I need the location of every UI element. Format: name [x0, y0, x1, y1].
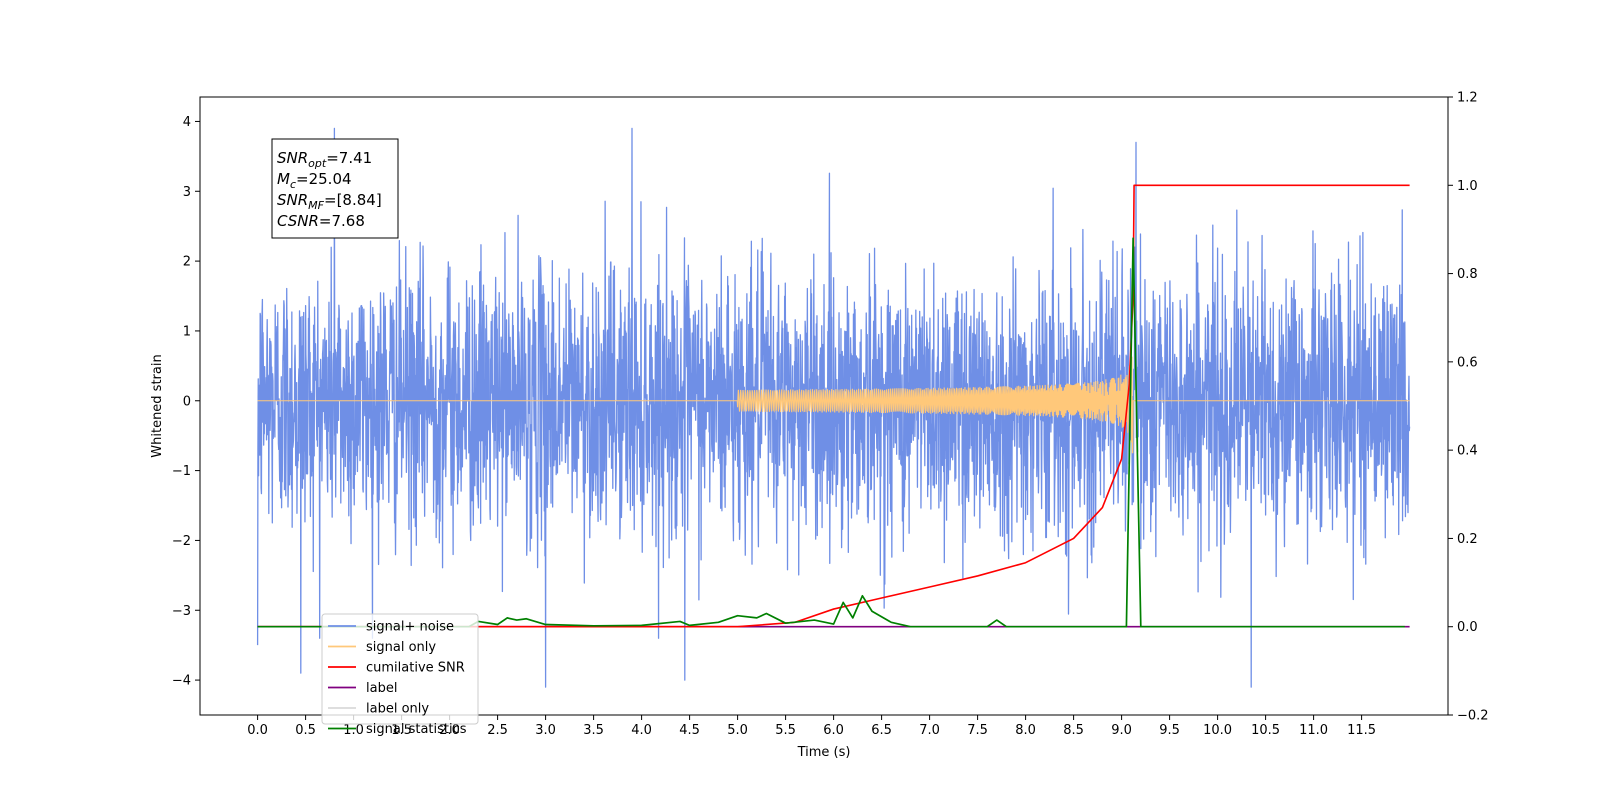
- annotation-symbol: SNR: [277, 149, 308, 167]
- x-tick-label: 8.5: [1063, 723, 1084, 738]
- annotation-subscript: MF: [308, 199, 324, 212]
- x-tick-label: 8.0: [1015, 723, 1036, 738]
- y2-tick-label: 0.0: [1457, 620, 1478, 635]
- x-tick-label: 6.5: [871, 723, 892, 738]
- x-tick-label: 4.5: [679, 723, 700, 738]
- legend-label: cumilative SNR: [366, 661, 465, 676]
- x-tick-label: 9.5: [1159, 723, 1180, 738]
- y-tick-label: −3: [172, 604, 191, 619]
- annotation-subscript: c: [290, 178, 296, 191]
- annotation-value: =25.04: [296, 170, 352, 188]
- x-tick-label: 3.5: [583, 723, 604, 738]
- x-tick-label: 9.0: [1111, 723, 1132, 738]
- y2-tick-label: 0.8: [1457, 267, 1478, 282]
- x-tick-label: 0.0: [247, 723, 268, 738]
- legend-label: signal only: [366, 640, 436, 655]
- series-signal-noise-line: [256, 127, 1411, 688]
- x-tick-label: 7.5: [967, 723, 988, 738]
- annotation-line: Mc=25.04: [277, 170, 352, 191]
- y-tick-label: −2: [172, 534, 191, 549]
- legend: signal+ noise signal only cumilative SNR la…: [321, 613, 479, 737]
- y-tick-label: 1: [183, 324, 191, 339]
- annotation-line: SNRMF=[8.84]: [277, 191, 382, 212]
- y2-tick-label: 0.2: [1457, 532, 1478, 547]
- annotation-line: SNRopt=7.41: [277, 149, 372, 170]
- x-tick-label: 2.0: [439, 723, 460, 738]
- x-tick-label: 7.0: [919, 723, 940, 738]
- x-tick-label: 6.0: [823, 723, 844, 738]
- y-axis-ticks: 4 3 2 1 0 −1 −2 −3 −4: [172, 115, 200, 689]
- y-tick-label: −1: [172, 464, 191, 479]
- x-tick-label: 3.0: [535, 723, 556, 738]
- y-tick-label: −4: [172, 674, 191, 689]
- x-tick-label: 11.0: [1299, 723, 1328, 738]
- legend-label: label only: [366, 702, 429, 717]
- x-tick-label: 4.0: [631, 723, 652, 738]
- series-signal-statistics-line: [257, 237, 1405, 628]
- y2-tick-label: 1.0: [1457, 179, 1478, 194]
- y2-tick-label: 0.4: [1457, 444, 1478, 459]
- x-tick-label: 1.5: [391, 723, 412, 738]
- annotation-frame: [271, 138, 399, 239]
- annotation-value: =[8.84]: [324, 191, 382, 209]
- y2-tick-label: −0.2: [1457, 709, 1489, 724]
- x-tick-label: 0.5: [295, 723, 316, 738]
- legend-label: label: [366, 681, 397, 696]
- y2-tick-label: 0.6: [1457, 355, 1478, 370]
- annotation-line: CSNR=7.68: [277, 212, 365, 230]
- annotation-symbol: SNR: [277, 191, 308, 209]
- x-tick-label: 11.5: [1347, 723, 1376, 738]
- annotation-value: =7.68: [319, 212, 365, 230]
- legend-frame: [321, 613, 479, 725]
- y2-tick-label: 1.2: [1457, 91, 1478, 106]
- y-tick-label: 4: [183, 115, 191, 130]
- y-axis-label: Whitened strain: [150, 354, 165, 457]
- annotation-value: =7.41: [326, 149, 372, 167]
- x-tick-label: 5.5: [775, 723, 796, 738]
- legend-label: signal statistics: [366, 722, 467, 737]
- x-tick-label: 2.5: [487, 723, 508, 738]
- y-tick-label: 3: [183, 185, 191, 200]
- series-signal-only-line: [257, 356, 1410, 454]
- x-axis-ticks: 0.0 0.5 1.0 1.5 2.0 2.5 3.0 3.5 4.0 4.5 5.0 5.5 6.0 6…: [247, 715, 1376, 738]
- x-tick-label: 10.0: [1203, 723, 1232, 738]
- y2-axis-ticks: 1.2 1.0 0.8 0.6 0.4 0.2 0.0 −0.2: [1448, 91, 1489, 724]
- annotation-subscript: opt: [308, 157, 327, 170]
- x-tick-label: 1.0: [343, 723, 364, 738]
- y-tick-label: 0: [183, 394, 191, 409]
- x-axis-label: Time (s): [797, 745, 851, 760]
- annotation-symbol: CSNR: [277, 212, 319, 230]
- annotation-symbol: M: [277, 170, 290, 188]
- legend-label: signal+ noise: [366, 620, 454, 635]
- x-tick-label: 10.5: [1251, 723, 1280, 738]
- x-tick-label: 5.0: [727, 723, 748, 738]
- y-tick-label: 2: [183, 255, 191, 270]
- plot-frame: [199, 96, 1449, 716]
